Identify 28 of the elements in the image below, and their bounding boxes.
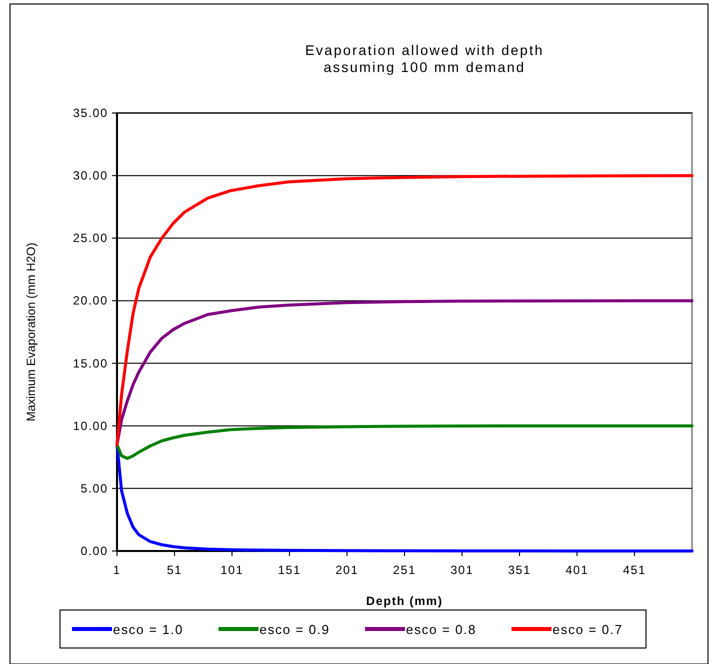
x-tick-label: 201 bbox=[335, 563, 359, 577]
y-tick-label: 5.00 bbox=[80, 481, 108, 496]
line-series bbox=[116, 174, 694, 446]
legend-label: esco = 1.0 bbox=[113, 622, 184, 637]
x-tick-label: 351 bbox=[508, 563, 532, 577]
line-series bbox=[116, 299, 694, 446]
x-tick-label: 151 bbox=[278, 563, 302, 577]
y-tick-label: 30.00 bbox=[72, 168, 108, 183]
x-tick-label: 251 bbox=[392, 563, 416, 577]
y-tick-label: 20.00 bbox=[72, 294, 108, 308]
x-tick-label: 1 bbox=[113, 563, 121, 577]
y-tick-label: 10.00 bbox=[72, 418, 108, 433]
legend-label: esco = 0.7 bbox=[552, 622, 623, 637]
line-series bbox=[116, 424, 694, 460]
x-tick-label: 101 bbox=[220, 563, 244, 577]
legend-label: esco = 0.9 bbox=[260, 622, 330, 637]
y-tick-label: 0.00 bbox=[80, 544, 108, 558]
y-tick-label: 25.00 bbox=[72, 231, 108, 246]
legend-label: esco = 0.8 bbox=[406, 622, 476, 637]
x-tick-label: 301 bbox=[450, 563, 474, 577]
y-tick-label: 35.00 bbox=[72, 106, 108, 120]
y-axis-title: Maximum Evaporation (mm H2O) bbox=[24, 242, 38, 422]
chart-title: Evaporation allowed with depth assuming 100 mm demand bbox=[305, 42, 544, 75]
y-tick-label: 15.00 bbox=[72, 356, 108, 370]
x-tick-label: 51 bbox=[166, 563, 182, 577]
x-tick-label: 401 bbox=[565, 563, 589, 577]
x-tick-label: 451 bbox=[622, 563, 646, 577]
x-axis-title: Depth (mm) bbox=[366, 594, 443, 608]
